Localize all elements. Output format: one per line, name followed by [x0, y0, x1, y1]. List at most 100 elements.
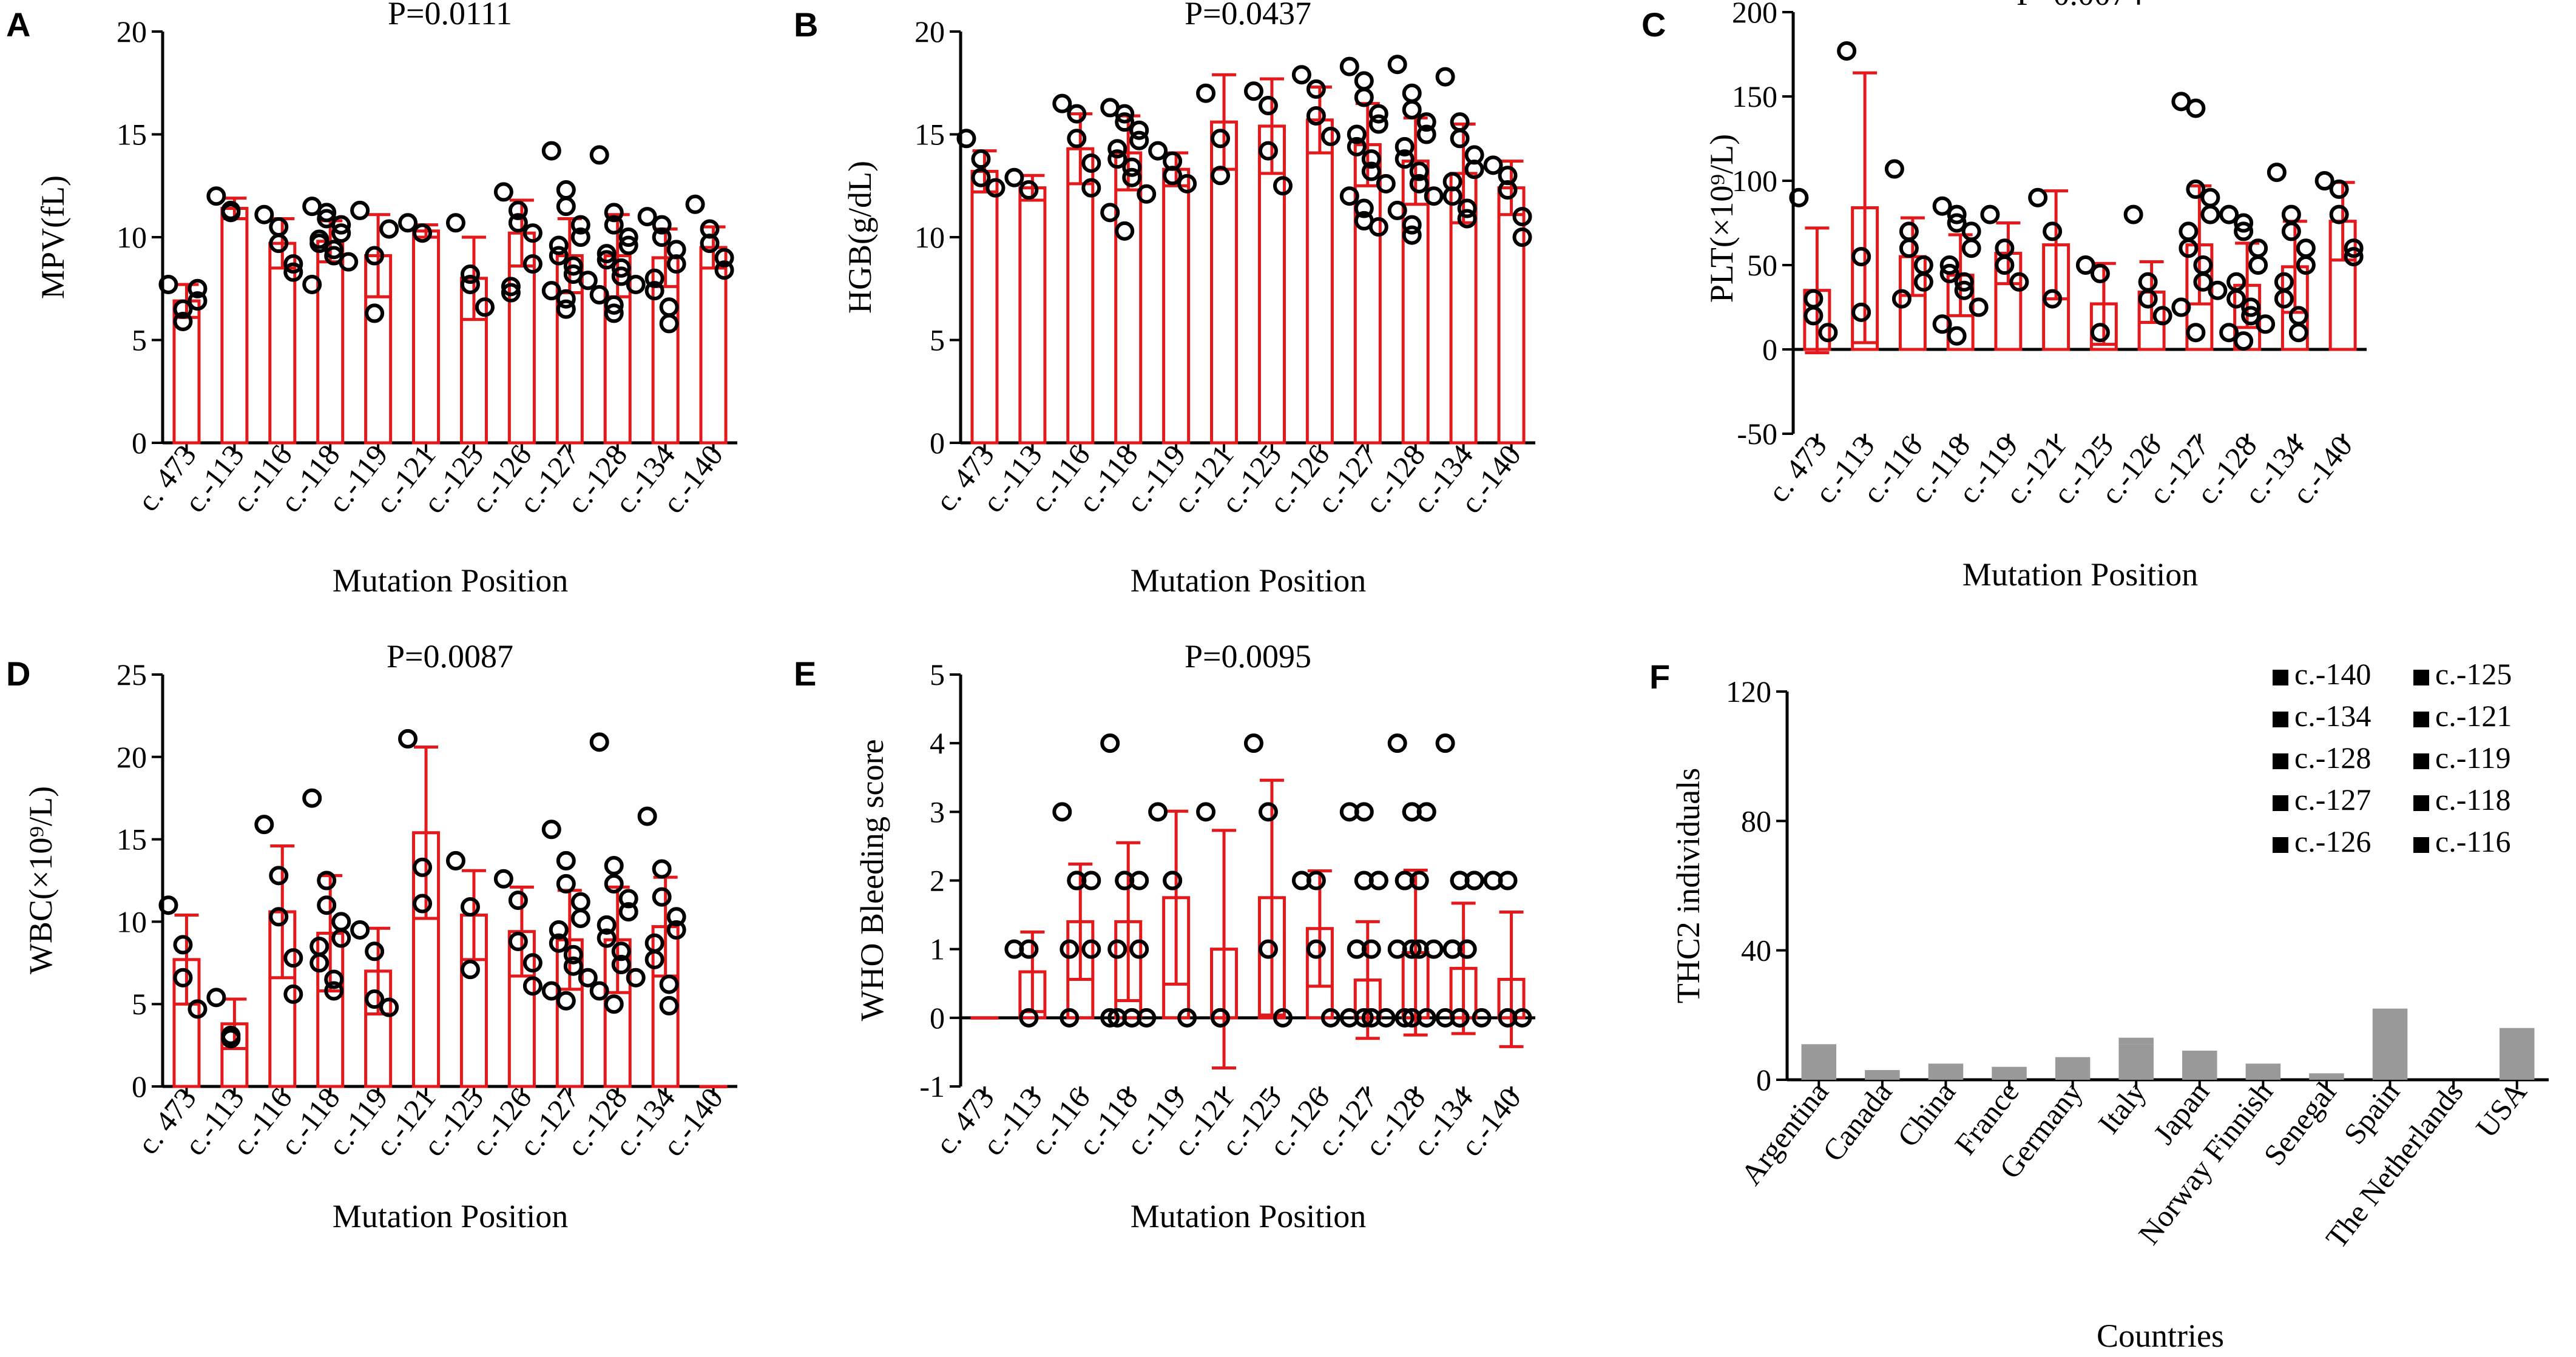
data-point: [460, 960, 480, 980]
bar: [970, 1016, 999, 1020]
x-axis-label: Mutation Position: [1131, 562, 1367, 599]
data-point: [549, 933, 569, 953]
data-point: [493, 869, 513, 889]
data-point: [626, 274, 646, 294]
data-point: [460, 264, 480, 285]
panel-label: F: [1649, 658, 1670, 696]
data-point: [1052, 802, 1072, 822]
data-point: [1177, 1008, 1197, 1028]
data-point: [1361, 149, 1381, 169]
data-point: [1995, 255, 2015, 275]
y-tick-label: 200: [1732, 0, 1777, 29]
y-tick-label: 5: [132, 323, 147, 357]
data-point: [413, 223, 433, 243]
y-tick-label: 15: [117, 118, 147, 152]
data-point: [1512, 227, 1532, 247]
p-value-title: P=0.0095: [1185, 638, 1311, 675]
data-point: [685, 194, 705, 214]
legend-label: c.-121: [2435, 699, 2512, 733]
data-point: [652, 215, 672, 235]
y-tick-label: 15: [117, 823, 147, 857]
data-point: [508, 213, 528, 233]
data-point: [1464, 870, 1484, 891]
data-point: [2296, 238, 2316, 258]
data-point: [173, 935, 193, 955]
data-point: [1122, 157, 1142, 177]
data-point: [1354, 1008, 1374, 1028]
data-point: [652, 227, 672, 247]
data-point: [2152, 306, 2172, 326]
data-point: [1851, 247, 1871, 267]
data-point: [589, 981, 609, 1001]
data-point: [1932, 196, 1952, 216]
data-point: [2219, 204, 2239, 224]
data-point: [2200, 187, 2220, 207]
y-tick-label: 0: [930, 426, 945, 460]
data-point: [2248, 255, 2268, 275]
legend-label: c.-126: [2294, 824, 2371, 858]
data-point: [2234, 221, 2254, 241]
data-point: [1273, 1008, 1293, 1028]
data-point: [1947, 204, 1967, 224]
stack-segment: [2182, 1051, 2217, 1080]
y-axis-label: THC2 individuals: [1670, 768, 1706, 1004]
data-point: [659, 297, 679, 317]
data-point: [475, 297, 495, 317]
data-point: [1402, 83, 1422, 103]
data-point: [666, 920, 686, 940]
data-point: [541, 981, 561, 1001]
data-point: [637, 207, 657, 227]
y-tick-label: 0: [132, 1069, 147, 1103]
data-point: [324, 981, 344, 1001]
data-point: [644, 933, 664, 953]
bar: [699, 1085, 728, 1088]
data-point: [501, 277, 521, 297]
data-point: [188, 999, 208, 1019]
stack-segment: [1801, 1044, 1837, 1080]
data-point: [1394, 136, 1415, 157]
panel-b: B P=0.0437 0 5 10 15 20 HGB(g/dL) Mutation Posit…: [794, 0, 1535, 599]
data-point: [324, 240, 344, 260]
data-point: [1258, 939, 1278, 959]
data-point: [563, 256, 583, 276]
y-tick-label: 80: [1741, 804, 1771, 838]
data-point: [1498, 870, 1518, 891]
bar: [1497, 186, 1526, 445]
legend-label: c.-127: [2294, 783, 2371, 817]
data-point: [563, 956, 583, 976]
data-point: [365, 303, 385, 323]
y-tick-label: 150: [1732, 79, 1777, 113]
data-point: [1804, 289, 1824, 309]
data-point: [2179, 221, 2199, 241]
data-point: [1457, 939, 1477, 959]
data-point: [2274, 289, 2294, 309]
legend-swatch: [2413, 795, 2429, 811]
data-point: [1818, 323, 1838, 343]
data-point: [269, 234, 289, 254]
data-point: [1954, 280, 1974, 300]
data-point: [644, 949, 664, 969]
data-point: [1243, 81, 1263, 101]
y-axis-label: MPV(fL): [35, 175, 71, 299]
bar: [412, 229, 441, 445]
data-point: [1804, 306, 1824, 326]
data-point: [398, 729, 418, 749]
data-point: [556, 299, 576, 319]
panel-label: B: [794, 5, 818, 44]
data-point: [604, 295, 624, 315]
y-tick-label: 0: [132, 426, 147, 460]
data-point: [460, 897, 480, 917]
data-point: [666, 907, 686, 927]
data-point: [618, 902, 638, 922]
data-point: [1107, 139, 1127, 159]
data-point: [1354, 71, 1374, 91]
data-point: [2138, 272, 2158, 292]
data-point: [2186, 323, 2206, 343]
legend-swatch: [2273, 837, 2288, 853]
data-point: [413, 857, 433, 877]
data-point: [1052, 93, 1072, 113]
data-point: [1851, 302, 1871, 322]
y-tick-label: 10: [117, 220, 147, 254]
data-point: [188, 278, 208, 298]
x-tick-label: Canada: [1816, 1075, 1898, 1168]
